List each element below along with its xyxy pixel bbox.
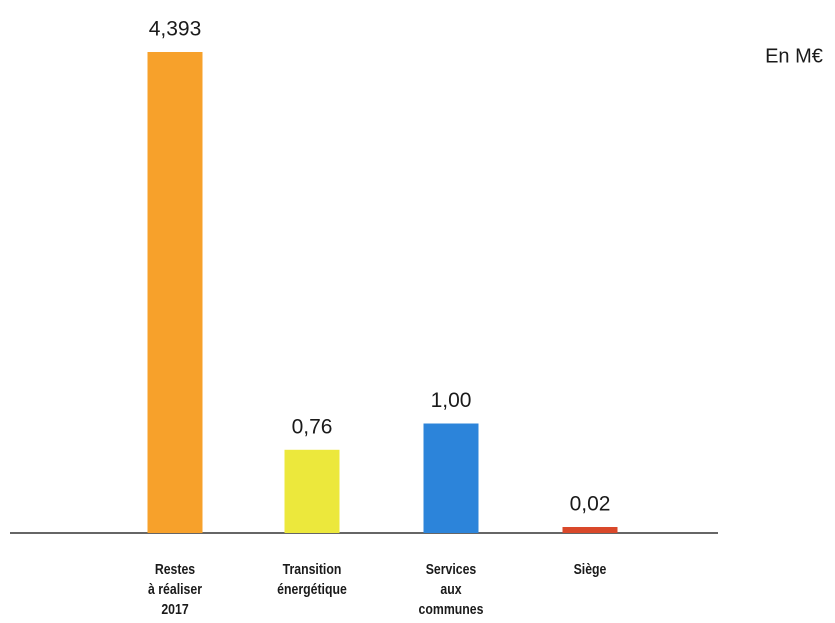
- x-tick-label: communes: [419, 601, 484, 617]
- value-label: 1,00: [431, 389, 472, 412]
- bar: [147, 52, 203, 533]
- x-tick-label: Transition: [283, 561, 342, 577]
- bar: [423, 423, 479, 533]
- bar: [284, 449, 340, 533]
- x-tick-label: à réaliser: [148, 581, 203, 597]
- value-label: 0,76: [292, 415, 333, 438]
- x-tick-label: Siège: [574, 561, 607, 577]
- x-tick-label: Restes: [155, 561, 196, 577]
- value-label: 0,02: [570, 493, 611, 516]
- unit-label: En M€: [765, 45, 823, 67]
- x-tick-label: énergétique: [277, 581, 347, 597]
- x-tick-label: Services: [426, 561, 477, 577]
- value-label: 4,393: [149, 18, 202, 41]
- bar: [562, 527, 618, 533]
- x-tick-label: 2017: [161, 601, 189, 617]
- x-tick-label: aux: [440, 581, 462, 597]
